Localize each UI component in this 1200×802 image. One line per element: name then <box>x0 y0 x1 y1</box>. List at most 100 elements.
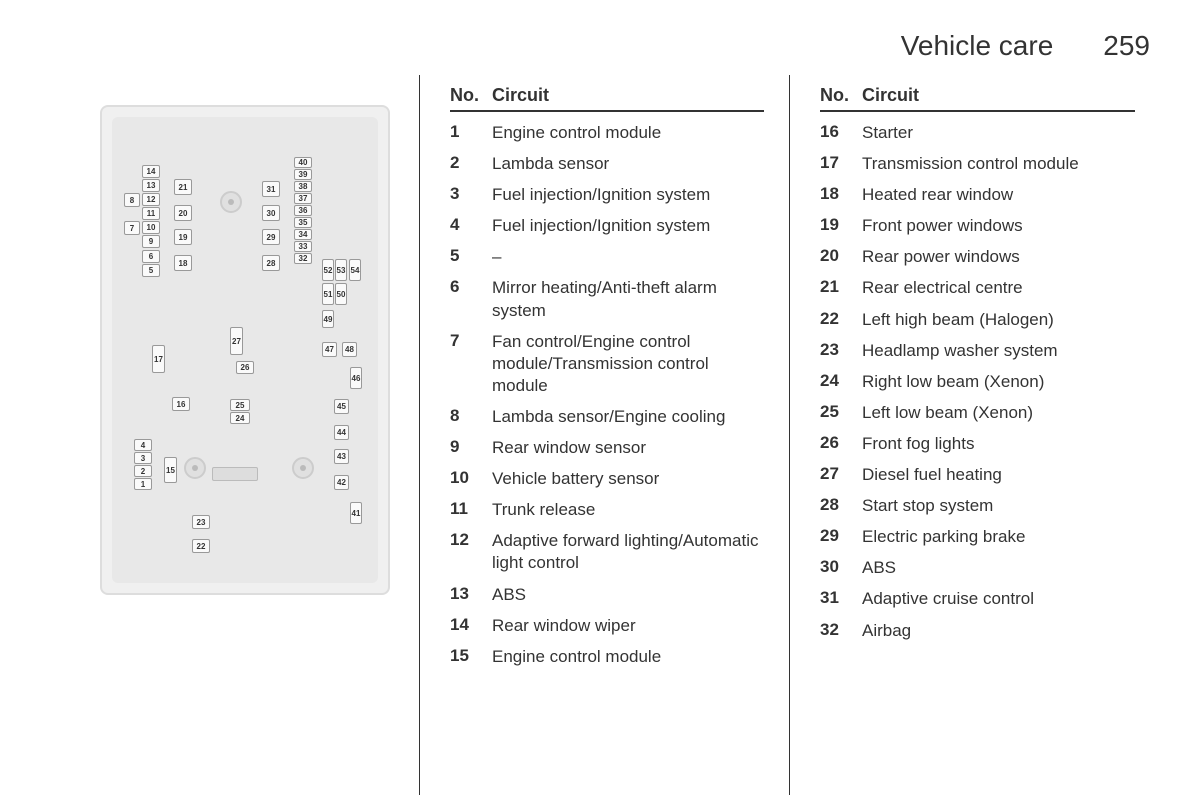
fuse-14: 14 <box>142 165 160 178</box>
cell-no: 16 <box>820 122 862 142</box>
cell-circuit: Diesel fuel heating <box>862 464 1135 486</box>
cell-no: 31 <box>820 588 862 608</box>
fuse-5: 5 <box>142 264 160 277</box>
fuse-1: 1 <box>134 478 152 490</box>
fuse-39: 39 <box>294 169 312 180</box>
fuse-6: 6 <box>142 250 160 263</box>
fuse-38: 38 <box>294 181 312 192</box>
table-row: 28Start stop system <box>820 495 1135 517</box>
page-content: 1413121110965872120191831302928403938373… <box>0 75 1200 795</box>
fuse-11: 11 <box>142 207 160 220</box>
table-row: 10Vehicle battery sensor <box>450 468 764 490</box>
table-body: 16Starter17Transmission control module18… <box>820 122 1135 642</box>
circuit-table-right: No. Circuit 16Starter17Transmission cont… <box>790 75 1160 795</box>
table-row: 22Left high beam (Halogen) <box>820 309 1135 331</box>
table-row: 9Rear window sensor <box>450 437 764 459</box>
fuse-16: 16 <box>172 397 190 411</box>
fuse-36: 36 <box>294 205 312 216</box>
mount-hole <box>220 191 242 213</box>
table-row: 26Front fog lights <box>820 433 1135 455</box>
cell-circuit: Fan control/Engine control module/Transm… <box>492 331 764 397</box>
fuse-41: 41 <box>350 502 362 524</box>
cell-circuit: Rear window sensor <box>492 437 764 459</box>
cell-no: 32 <box>820 620 862 640</box>
cell-circuit: Heated rear window <box>862 184 1135 206</box>
cell-no: 8 <box>450 406 492 426</box>
section-title: Vehicle care <box>901 30 1054 62</box>
cell-no: 11 <box>450 499 492 519</box>
cell-no: 5 <box>450 246 492 266</box>
cell-circuit: Engine control module <box>492 646 764 668</box>
table-row: 17Transmission control module <box>820 153 1135 175</box>
cell-no: 12 <box>450 530 492 550</box>
cell-circuit: ABS <box>492 584 764 606</box>
cell-no: 18 <box>820 184 862 204</box>
cell-no: 24 <box>820 371 862 391</box>
fuse-30: 30 <box>262 205 280 221</box>
cell-circuit: Front fog lights <box>862 433 1135 455</box>
fuse-47: 47 <box>322 342 337 357</box>
fuse-17: 17 <box>152 345 165 373</box>
cell-circuit: Start stop system <box>862 495 1135 517</box>
cell-no: 15 <box>450 646 492 666</box>
fuse-50: 50 <box>335 283 347 305</box>
cell-circuit: Headlamp washer system <box>862 340 1135 362</box>
fuse-3: 3 <box>134 452 152 464</box>
fuse-27: 27 <box>230 327 243 355</box>
cell-circuit: – <box>492 246 764 268</box>
fuse-42: 42 <box>334 475 349 490</box>
col-header-circuit: Circuit <box>492 85 764 106</box>
table-row: 14Rear window wiper <box>450 615 764 637</box>
cell-circuit: Transmission control module <box>862 153 1135 175</box>
table-row: 1Engine control module <box>450 122 764 144</box>
cell-no: 6 <box>450 277 492 297</box>
fuse-28: 28 <box>262 255 280 271</box>
fuse-23: 23 <box>192 515 210 529</box>
cell-no: 17 <box>820 153 862 173</box>
table-row: 2Lambda sensor <box>450 153 764 175</box>
fuse-33: 33 <box>294 241 312 252</box>
diagram-column: 1413121110965872120191831302928403938373… <box>0 75 420 795</box>
fusebox-inner: 1413121110965872120191831302928403938373… <box>112 117 378 583</box>
fusebox-diagram: 1413121110965872120191831302928403938373… <box>100 105 390 595</box>
fuse-13: 13 <box>142 179 160 192</box>
cell-circuit: Rear power windows <box>862 246 1135 268</box>
cell-circuit: Vehicle battery sensor <box>492 468 764 490</box>
circuit-table-left: No. Circuit 1Engine control module 2Lambd… <box>420 75 790 795</box>
table-row: 4Fuel injection/Ignition system <box>450 215 764 237</box>
table-row: 24Right low beam (Xenon) <box>820 371 1135 393</box>
table-row: 31Adaptive cruise control <box>820 588 1135 610</box>
fuse-52: 52 <box>322 259 334 281</box>
table-row: 19Front power windows <box>820 215 1135 237</box>
cell-no: 30 <box>820 557 862 577</box>
fuse-7: 7 <box>124 221 140 235</box>
cell-no: 3 <box>450 184 492 204</box>
table-row: 32Airbag <box>820 620 1135 642</box>
col-header-no: No. <box>820 85 862 106</box>
cell-circuit: Electric parking brake <box>862 526 1135 548</box>
fuse-34: 34 <box>294 229 312 240</box>
table-row: 23Headlamp washer system <box>820 340 1135 362</box>
cell-circuit: Fuel injection/Ignition system <box>492 184 764 206</box>
fuse-2: 2 <box>134 465 152 477</box>
fuse-12: 12 <box>142 193 160 206</box>
cell-no: 25 <box>820 402 862 422</box>
fuse-26: 26 <box>236 361 254 374</box>
fuse-29: 29 <box>262 229 280 245</box>
page-header: Vehicle care 259 <box>901 30 1150 62</box>
fuse-49: 49 <box>322 310 334 328</box>
cell-no: 7 <box>450 331 492 351</box>
table-row: 7Fan control/Engine control module/Trans… <box>450 331 764 397</box>
table-row: 6Mirror heating/Anti-theft alarm system <box>450 277 764 321</box>
fuse-35: 35 <box>294 217 312 228</box>
cell-no: 28 <box>820 495 862 515</box>
fuse-46: 46 <box>350 367 362 389</box>
fuse-15: 15 <box>164 457 177 483</box>
table-header: No. Circuit <box>820 85 1135 112</box>
cell-circuit: Lambda sensor <box>492 153 764 175</box>
mount-hole <box>184 457 206 479</box>
col-header-no: No. <box>450 85 492 106</box>
table-row: 29Electric parking brake <box>820 526 1135 548</box>
fuse-54: 54 <box>349 259 361 281</box>
cell-circuit: Airbag <box>862 620 1135 642</box>
